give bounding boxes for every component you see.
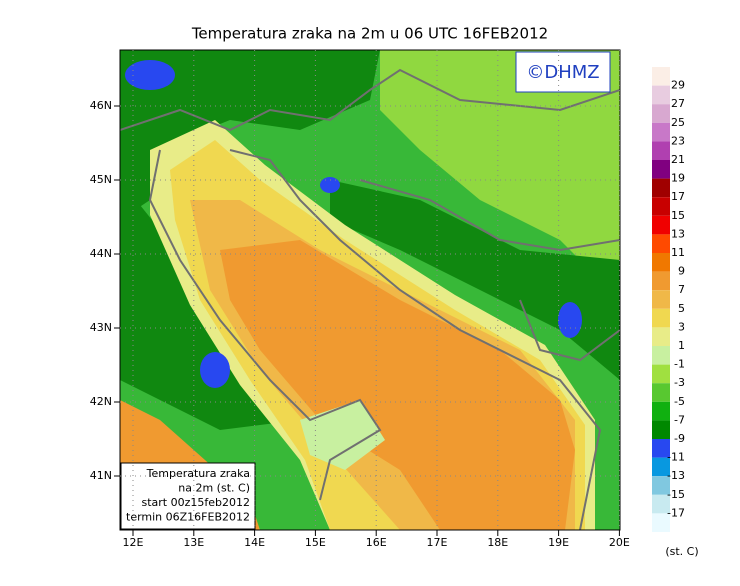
colorbar-box: [652, 308, 670, 328]
colorbar-box: [652, 401, 670, 421]
info-line: termin 06Z16FEB2012: [126, 511, 250, 524]
colorbar-box: [652, 67, 670, 86]
lat-label: 42N: [90, 395, 112, 408]
colorbar-box: [652, 513, 670, 532]
colorbar-label: -7: [674, 413, 685, 426]
colorbar-box: [652, 197, 670, 216]
colorbar-box: [652, 141, 670, 160]
title: Temperatura zraka na 2m u 06 UTC 16FEB20…: [191, 25, 548, 43]
logo: ©DHMZ: [526, 62, 599, 83]
colorbar-box: [652, 327, 670, 346]
colorbar-box: [652, 178, 670, 198]
colorbar-label: 21: [671, 153, 685, 166]
lat-label: 41N: [90, 469, 112, 482]
colorbar-box: [652, 290, 670, 309]
map: [120, 50, 620, 530]
colorbar-label: 19: [671, 172, 685, 185]
colorbar-label: -1: [674, 358, 685, 371]
colorbar-box: [652, 215, 670, 235]
colorbar-box: [652, 439, 670, 458]
logo-box: [515, 51, 611, 93]
lat-label: 45N: [90, 173, 112, 186]
colorbar-label: 1: [678, 339, 685, 352]
colorbar-label: 15: [671, 209, 685, 222]
colorbar-label: 13: [671, 227, 685, 240]
colorbar-label: 23: [671, 134, 685, 147]
map-frame: [119, 49, 621, 531]
colorbar-box: [652, 122, 670, 142]
colorbar-label: -9: [674, 432, 685, 445]
lat-label: 43N: [90, 321, 112, 334]
colorbar-box: [652, 271, 670, 291]
colorbar-label: -11: [667, 451, 685, 464]
lon-label: 20E: [609, 536, 630, 549]
colorbar-box: [652, 85, 670, 105]
colorbar-label: 9: [678, 265, 685, 278]
info-line: na 2m (st. C): [178, 482, 250, 495]
colorbar-label: 3: [678, 320, 685, 333]
lon-label: 13E: [183, 536, 204, 549]
colorbar-box: [652, 346, 670, 365]
colorbar-label: -17: [667, 506, 685, 519]
colorbar-box: [652, 234, 670, 253]
colorbar-box: [652, 476, 670, 495]
colorbar-box: [652, 160, 670, 179]
colorbar-label: 11: [671, 246, 685, 259]
colorbar-label: 27: [671, 97, 685, 110]
colorbar-label: -13: [667, 469, 685, 482]
lon-label: 14E: [244, 536, 265, 549]
info-line: start 00z15feb2012: [141, 496, 250, 509]
colorbar-label: -15: [667, 488, 685, 501]
lon-label: 19E: [548, 536, 569, 549]
colorbar-label: 17: [671, 190, 685, 203]
colorbar-box: [652, 364, 670, 384]
lat-label: 46N: [90, 99, 112, 112]
colorbar-box: [652, 457, 670, 477]
lon-label: 15E: [305, 536, 326, 549]
colorbar-label: -5: [674, 395, 685, 408]
lon-label: 16E: [366, 536, 387, 549]
colorbar-box: [652, 104, 670, 123]
info-box: [120, 462, 256, 530]
lon-label: 17E: [427, 536, 448, 549]
colorbar-label: -3: [674, 376, 685, 389]
colorbar-label: 25: [671, 116, 685, 129]
generated: 46N 45N 44N 43N 42N 41N 12E 13E 14E 15E 16E 17E 18E 1…: [90, 50, 699, 558]
colorbar-box: [652, 253, 670, 272]
lon-label: 18E: [487, 536, 508, 549]
colorbar-label: 7: [678, 283, 685, 296]
colorbar-box: [652, 420, 670, 439]
colorbar-label: 29: [671, 79, 685, 92]
colorbar-label: 5: [678, 302, 685, 315]
lat-label: 44N: [90, 247, 112, 260]
colorbar-box: [652, 494, 670, 514]
colorbar-unit: (st. C): [665, 545, 698, 558]
info-line: Temperatura zraka: [146, 467, 250, 480]
lon-label: 12E: [123, 536, 144, 549]
colorbar-box: [652, 383, 670, 402]
